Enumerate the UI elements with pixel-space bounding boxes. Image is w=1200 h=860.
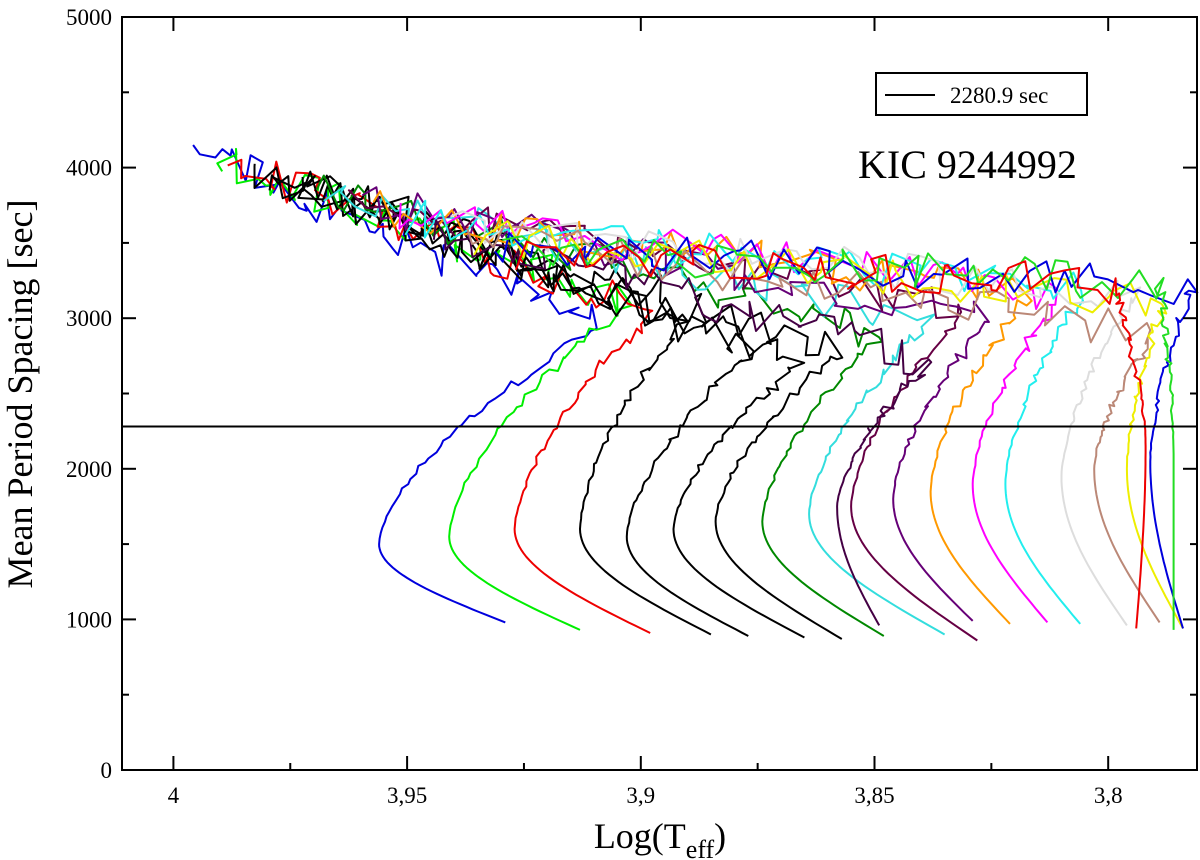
model-track-line [450,210,1142,626]
y-tick-label: 3000 [66,306,112,331]
plot-frame [121,16,1198,771]
model-track-line [404,199,1084,625]
y-tick-label: 0 [101,758,113,783]
model-track-line [268,174,755,637]
y-axis-label: Mean Period Spacing [sec] [0,200,40,589]
star-annotation: KIC 9244992 [858,142,1077,187]
model-track-line [270,175,806,639]
model-track-line [347,189,978,642]
x-axis-label: Log(Teff) [594,816,726,860]
model-track-line [466,225,1161,623]
model-track-line [494,232,1199,629]
model-track-line [227,158,654,634]
y-tick-label: 5000 [66,5,112,30]
model-track-line [216,147,633,631]
model-track-line [432,219,933,626]
x-tick-label: 3,95 [387,783,427,808]
y-tick-label: 1000 [66,607,112,632]
x-tick-label: 3,85 [854,783,894,808]
model-track-line [514,240,1147,629]
model-track-line [502,235,1175,630]
x-tick-label: 3,8 [1094,783,1123,808]
model-track-line [315,174,885,637]
legend: 2280.9 sec [875,72,1088,116]
y-tick-label: 4000 [66,156,112,181]
x-tick-label: 4 [168,783,180,808]
legend-label: 2280.9 sec [950,83,1048,108]
model-tracks [192,144,1199,642]
x-tick-label: 3,9 [626,783,655,808]
model-track-line [301,176,844,640]
y-axis: 0 1000 2000 3000 4000 5000 [66,5,1197,783]
x-axis: 4 3,95 3,9 3,85 3,8 [168,17,1123,808]
y-tick-label: 2000 [66,457,112,482]
